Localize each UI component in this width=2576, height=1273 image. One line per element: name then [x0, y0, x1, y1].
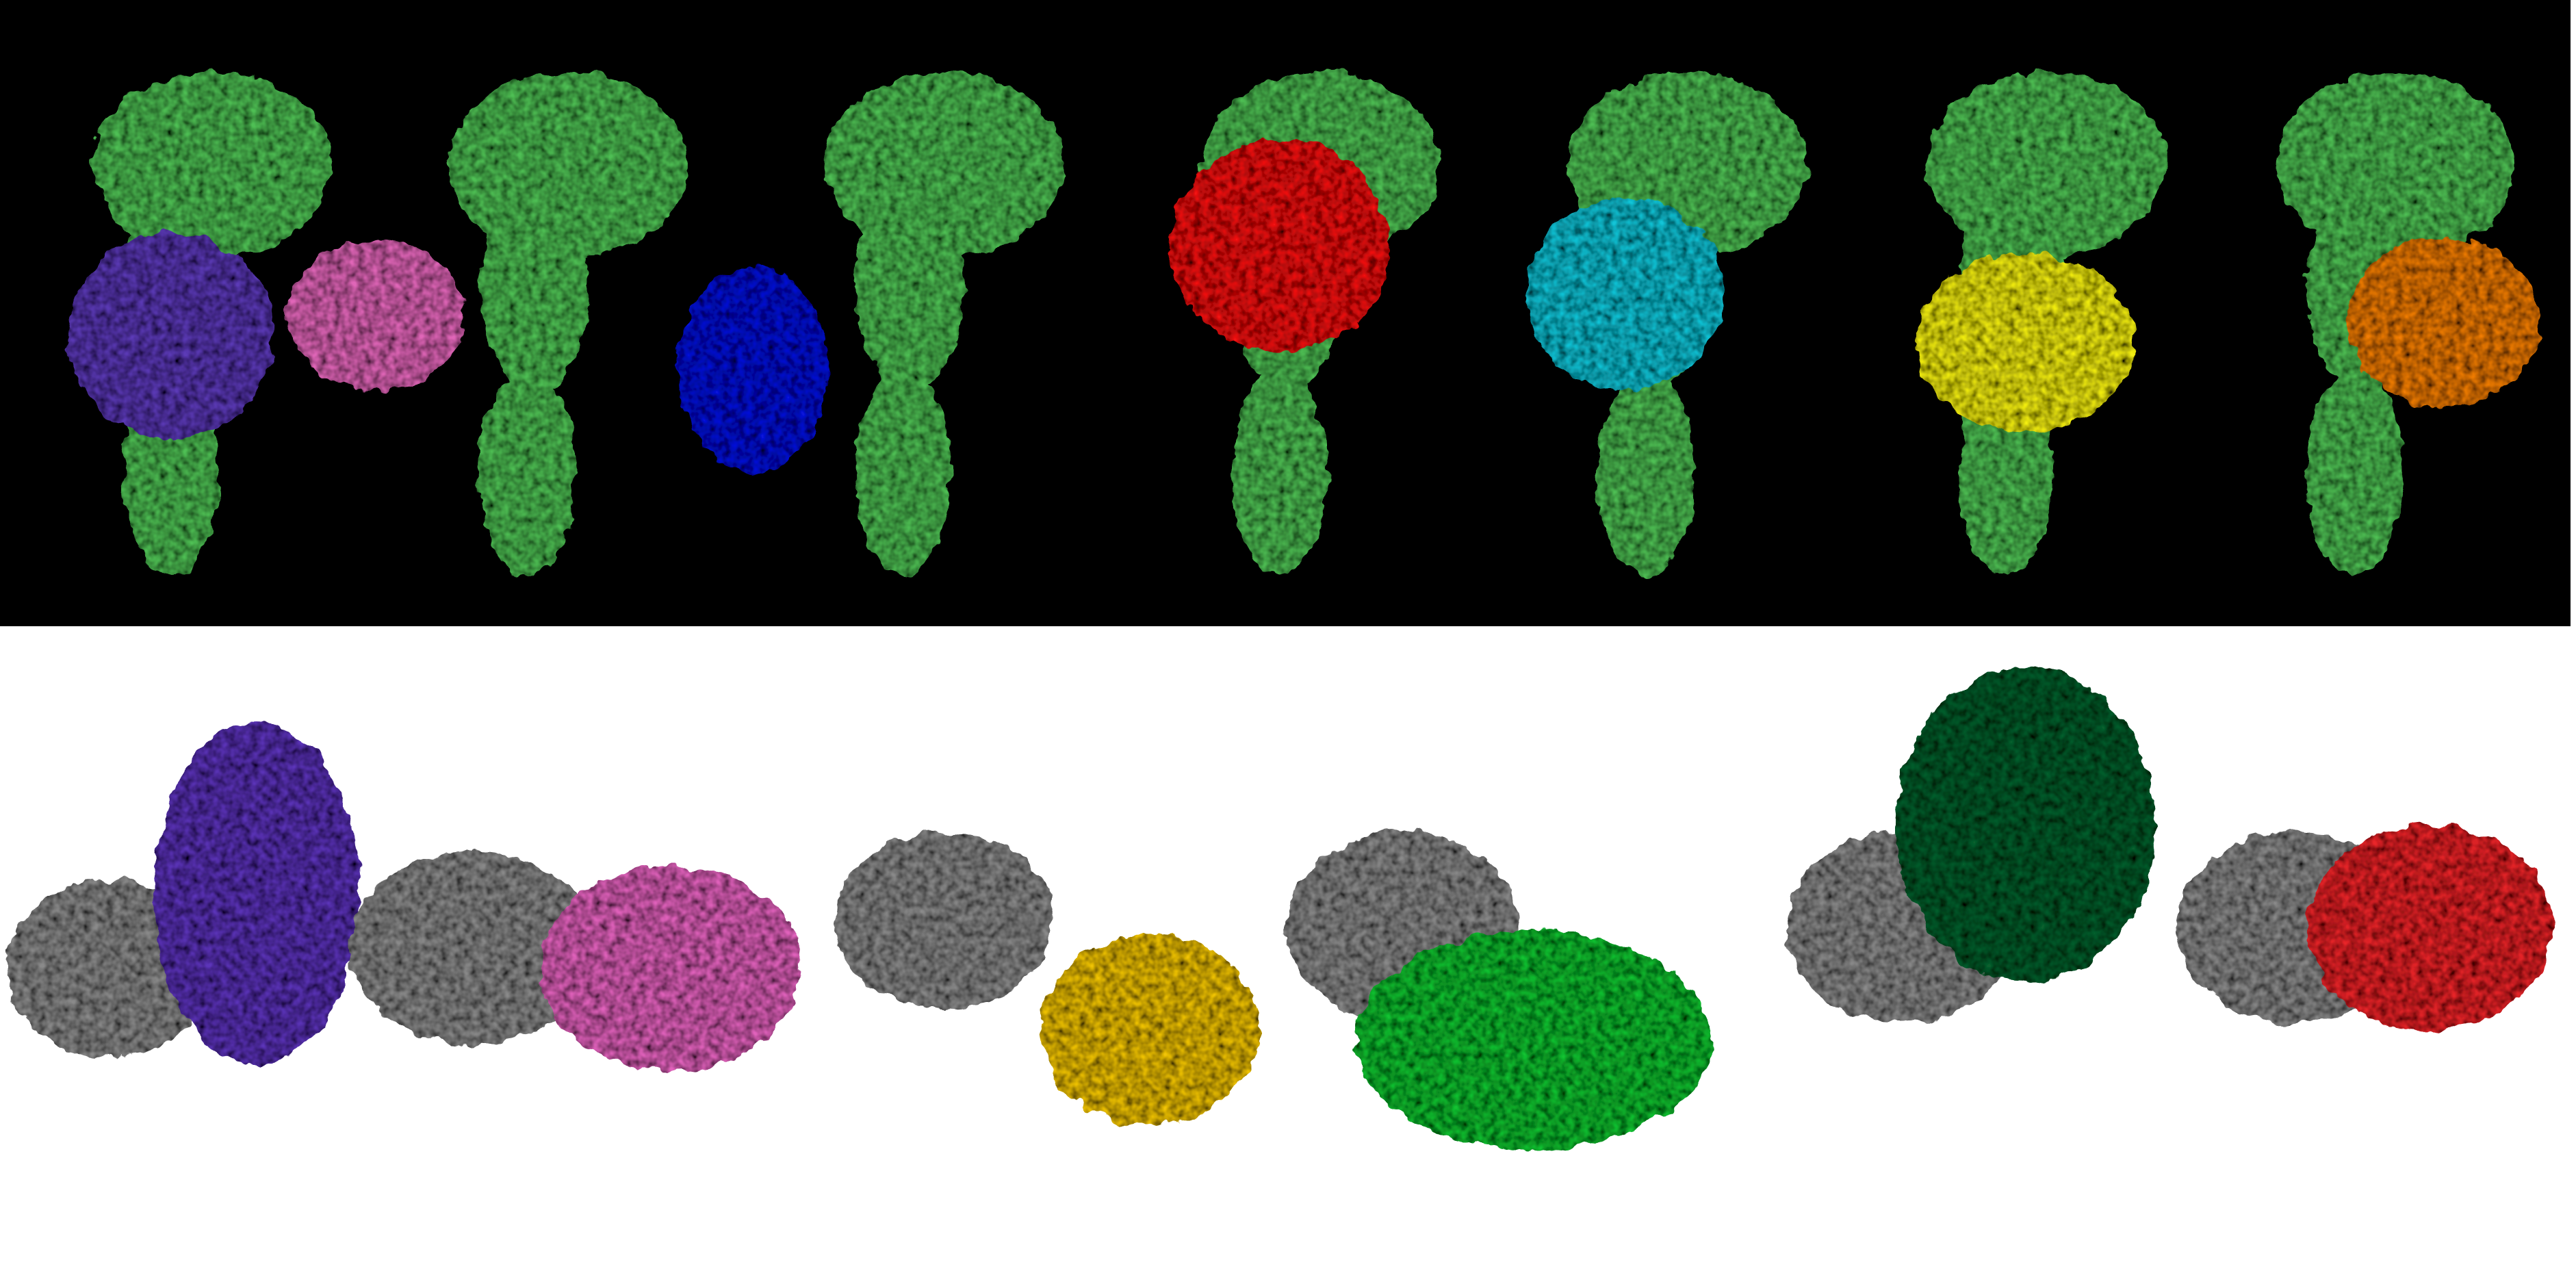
partner-protein — [2347, 236, 2539, 407]
partner-protein — [154, 722, 359, 1064]
partner-protein — [1526, 198, 1725, 390]
partner-protein — [541, 866, 801, 1071]
partner-protein — [68, 233, 274, 438]
receptor-stalk — [479, 185, 589, 390]
partner-protein — [1916, 253, 2135, 431]
top-panel-svg — [68, 72, 2539, 575]
partner-protein — [1040, 934, 1259, 1126]
receptor-tail — [1232, 370, 1328, 575]
partner-protein — [1896, 667, 2156, 982]
partner-protein — [678, 267, 828, 472]
receptor-stalk — [855, 185, 965, 390]
top-panel-black — [0, 0, 2571, 626]
grey-receptor — [349, 852, 595, 1044]
partner-protein — [2306, 825, 2553, 1030]
partner-protein — [1355, 931, 1711, 1150]
receptor-tail — [855, 370, 951, 575]
partner-protein — [1170, 140, 1389, 352]
grey-receptor — [835, 832, 1054, 1010]
bottom-panel-svg — [7, 667, 2553, 1150]
receptor-tail — [1598, 370, 1694, 575]
receptor-tail — [2306, 370, 2402, 575]
bottom-panel-white — [0, 626, 2576, 1273]
partner-protein — [287, 240, 465, 390]
receptor-tail — [479, 370, 575, 575]
